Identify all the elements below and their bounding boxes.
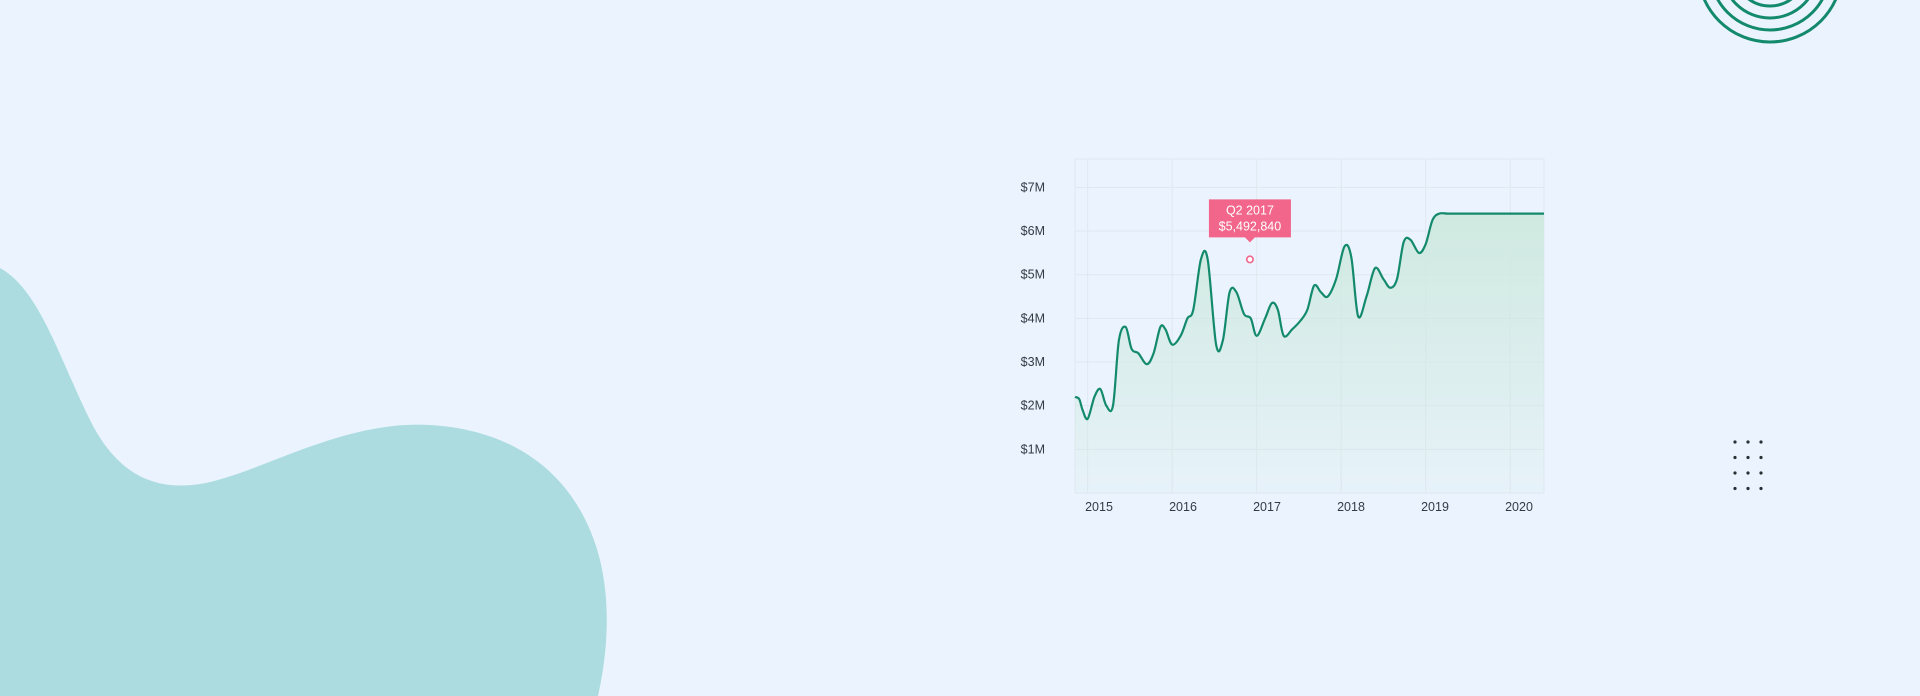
dot bbox=[1746, 455, 1750, 460]
x-axis-ticks: 2015 2016 2017 2018 2019 2020 bbox=[1085, 500, 1533, 514]
tooltip: Q2 2017 $5,492,840 bbox=[1208, 199, 1291, 264]
y-tick-label: $3M bbox=[1021, 355, 1045, 369]
teal-blob-shape bbox=[0, 268, 607, 696]
dot bbox=[1759, 486, 1763, 491]
y-tick-label: $5M bbox=[1021, 268, 1045, 282]
dot bbox=[1759, 471, 1763, 475]
dot bbox=[1746, 471, 1750, 475]
y-tick-label: $6M bbox=[1021, 224, 1045, 238]
dot bbox=[1733, 486, 1737, 491]
x-tick-label: 2019 bbox=[1421, 500, 1449, 514]
dot bbox=[1733, 440, 1737, 444]
y-tick-label: $4M bbox=[1021, 311, 1045, 325]
dot bbox=[1746, 486, 1750, 491]
dot bbox=[1759, 455, 1763, 460]
concentric-rings-icon bbox=[1702, 0, 1838, 44]
ring-core bbox=[1747, 0, 1793, 8]
y-tick-label: $2M bbox=[1021, 399, 1045, 413]
y-tick-label: $1M bbox=[1021, 442, 1045, 456]
dot bbox=[1759, 440, 1763, 444]
tooltip-title: Q2 2017 bbox=[1226, 203, 1274, 217]
x-tick-label: 2016 bbox=[1169, 500, 1197, 514]
ring-inner bbox=[1730, 0, 1810, 20]
x-tick-label: 2015 bbox=[1085, 500, 1113, 514]
tooltip-box bbox=[1208, 199, 1291, 243]
series-line bbox=[1074, 212, 1544, 421]
x-tick-label: 2020 bbox=[1505, 500, 1533, 514]
ring-middle bbox=[1716, 0, 1824, 32]
tooltip-value: $5,492,840 bbox=[1219, 219, 1282, 233]
y-tick-label: $7M bbox=[1021, 180, 1045, 194]
y-axis-ticks: $1M $2M $3M $4M $5M $6M $7M bbox=[1021, 180, 1045, 456]
area-fill bbox=[1075, 213, 1544, 493]
ring-outer bbox=[1702, 0, 1838, 44]
x-tick-label: 2018 bbox=[1337, 500, 1365, 514]
dot-grid-icon bbox=[1733, 440, 1763, 491]
tooltip-marker bbox=[1245, 255, 1254, 264]
dot bbox=[1733, 471, 1737, 475]
x-tick-label: 2017 bbox=[1253, 500, 1281, 514]
dot bbox=[1733, 455, 1737, 460]
dot bbox=[1746, 440, 1750, 444]
